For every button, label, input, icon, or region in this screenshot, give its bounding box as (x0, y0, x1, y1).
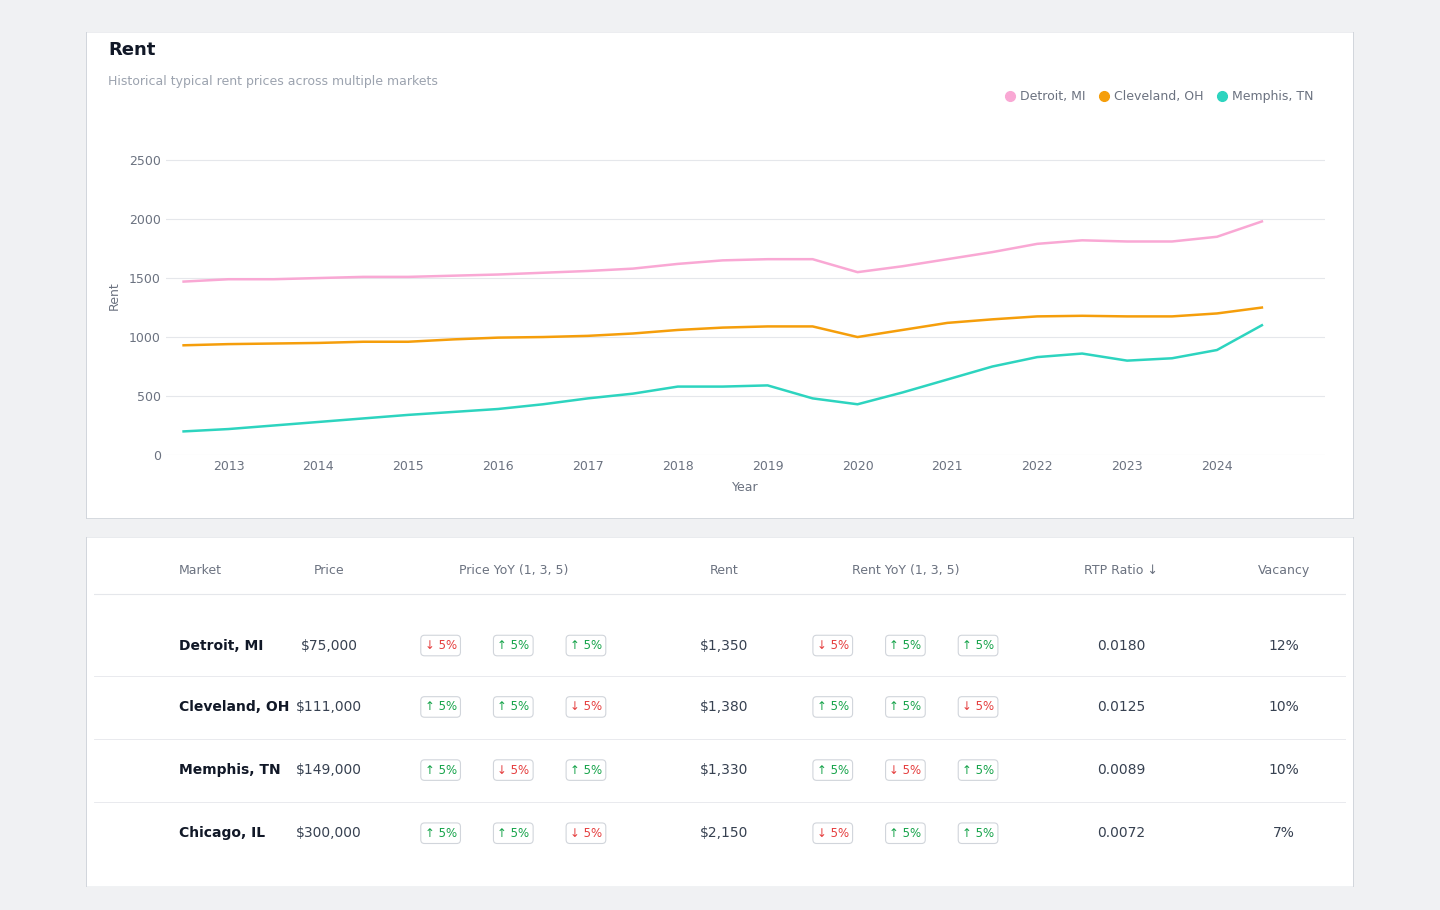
Text: $1,350: $1,350 (700, 639, 747, 652)
Text: 12%: 12% (1269, 639, 1299, 652)
Text: 0.0089: 0.0089 (1097, 763, 1145, 777)
Text: Price: Price (314, 564, 344, 577)
Text: Price YoY (1, 3, 5): Price YoY (1, 3, 5) (458, 564, 567, 577)
Text: ↑ 5%: ↑ 5% (890, 826, 922, 840)
Text: ↓ 5%: ↓ 5% (497, 763, 530, 776)
Y-axis label: Rent: Rent (108, 281, 121, 310)
Text: ↑ 5%: ↑ 5% (497, 701, 530, 713)
Text: Detroit, MI: Detroit, MI (179, 639, 264, 652)
Text: Rent: Rent (108, 41, 156, 58)
Text: ↑ 5%: ↑ 5% (497, 826, 530, 840)
Text: 10%: 10% (1269, 700, 1299, 714)
Text: $1,380: $1,380 (700, 700, 747, 714)
Text: $149,000: $149,000 (297, 763, 361, 777)
Text: ↑ 5%: ↑ 5% (962, 826, 994, 840)
Text: 7%: 7% (1273, 826, 1295, 840)
Text: ↑ 5%: ↑ 5% (570, 763, 602, 776)
Text: ↑ 5%: ↑ 5% (890, 701, 922, 713)
Text: ↓ 5%: ↓ 5% (425, 639, 456, 652)
Text: $111,000: $111,000 (297, 700, 363, 714)
Text: ↑ 5%: ↑ 5% (962, 639, 994, 652)
Text: ↓ 5%: ↓ 5% (570, 701, 602, 713)
X-axis label: Year: Year (732, 481, 759, 494)
Text: 0.0125: 0.0125 (1097, 700, 1145, 714)
Text: ↑ 5%: ↑ 5% (816, 763, 848, 776)
Text: Cleveland, OH: Cleveland, OH (179, 700, 289, 714)
Text: $1,330: $1,330 (700, 763, 747, 777)
Text: Historical typical rent prices across multiple markets: Historical typical rent prices across mu… (108, 75, 438, 87)
Text: ↓ 5%: ↓ 5% (570, 826, 602, 840)
Text: Chicago, IL: Chicago, IL (179, 826, 265, 840)
Text: ↑ 5%: ↑ 5% (425, 826, 456, 840)
Text: ↑ 5%: ↑ 5% (425, 763, 456, 776)
Text: ↑ 5%: ↑ 5% (425, 701, 456, 713)
Text: $300,000: $300,000 (297, 826, 361, 840)
Text: ↑ 5%: ↑ 5% (497, 639, 530, 652)
Text: ↑ 5%: ↑ 5% (962, 763, 994, 776)
Legend: Detroit, MI, Cleveland, OH, Memphis, TN: Detroit, MI, Cleveland, OH, Memphis, TN (1001, 86, 1319, 108)
Text: ↓ 5%: ↓ 5% (890, 763, 922, 776)
Text: Vacancy: Vacancy (1257, 564, 1310, 577)
Text: 10%: 10% (1269, 763, 1299, 777)
Text: Market: Market (179, 564, 222, 577)
Text: $2,150: $2,150 (700, 826, 747, 840)
Text: ↑ 5%: ↑ 5% (816, 701, 848, 713)
FancyBboxPatch shape (86, 537, 1354, 887)
Text: ↑ 5%: ↑ 5% (890, 639, 922, 652)
Text: ↓ 5%: ↓ 5% (816, 639, 848, 652)
Text: 0.0180: 0.0180 (1097, 639, 1145, 652)
Text: ↑ 5%: ↑ 5% (570, 639, 602, 652)
Text: ↓ 5%: ↓ 5% (816, 826, 848, 840)
Text: Rent YoY (1, 3, 5): Rent YoY (1, 3, 5) (851, 564, 959, 577)
Text: Rent: Rent (710, 564, 739, 577)
FancyBboxPatch shape (86, 32, 1354, 519)
Text: ↓ 5%: ↓ 5% (962, 701, 994, 713)
Text: 0.0072: 0.0072 (1097, 826, 1145, 840)
Text: Memphis, TN: Memphis, TN (179, 763, 281, 777)
Text: RTP Ratio ↓: RTP Ratio ↓ (1084, 564, 1158, 577)
Text: $75,000: $75,000 (301, 639, 357, 652)
